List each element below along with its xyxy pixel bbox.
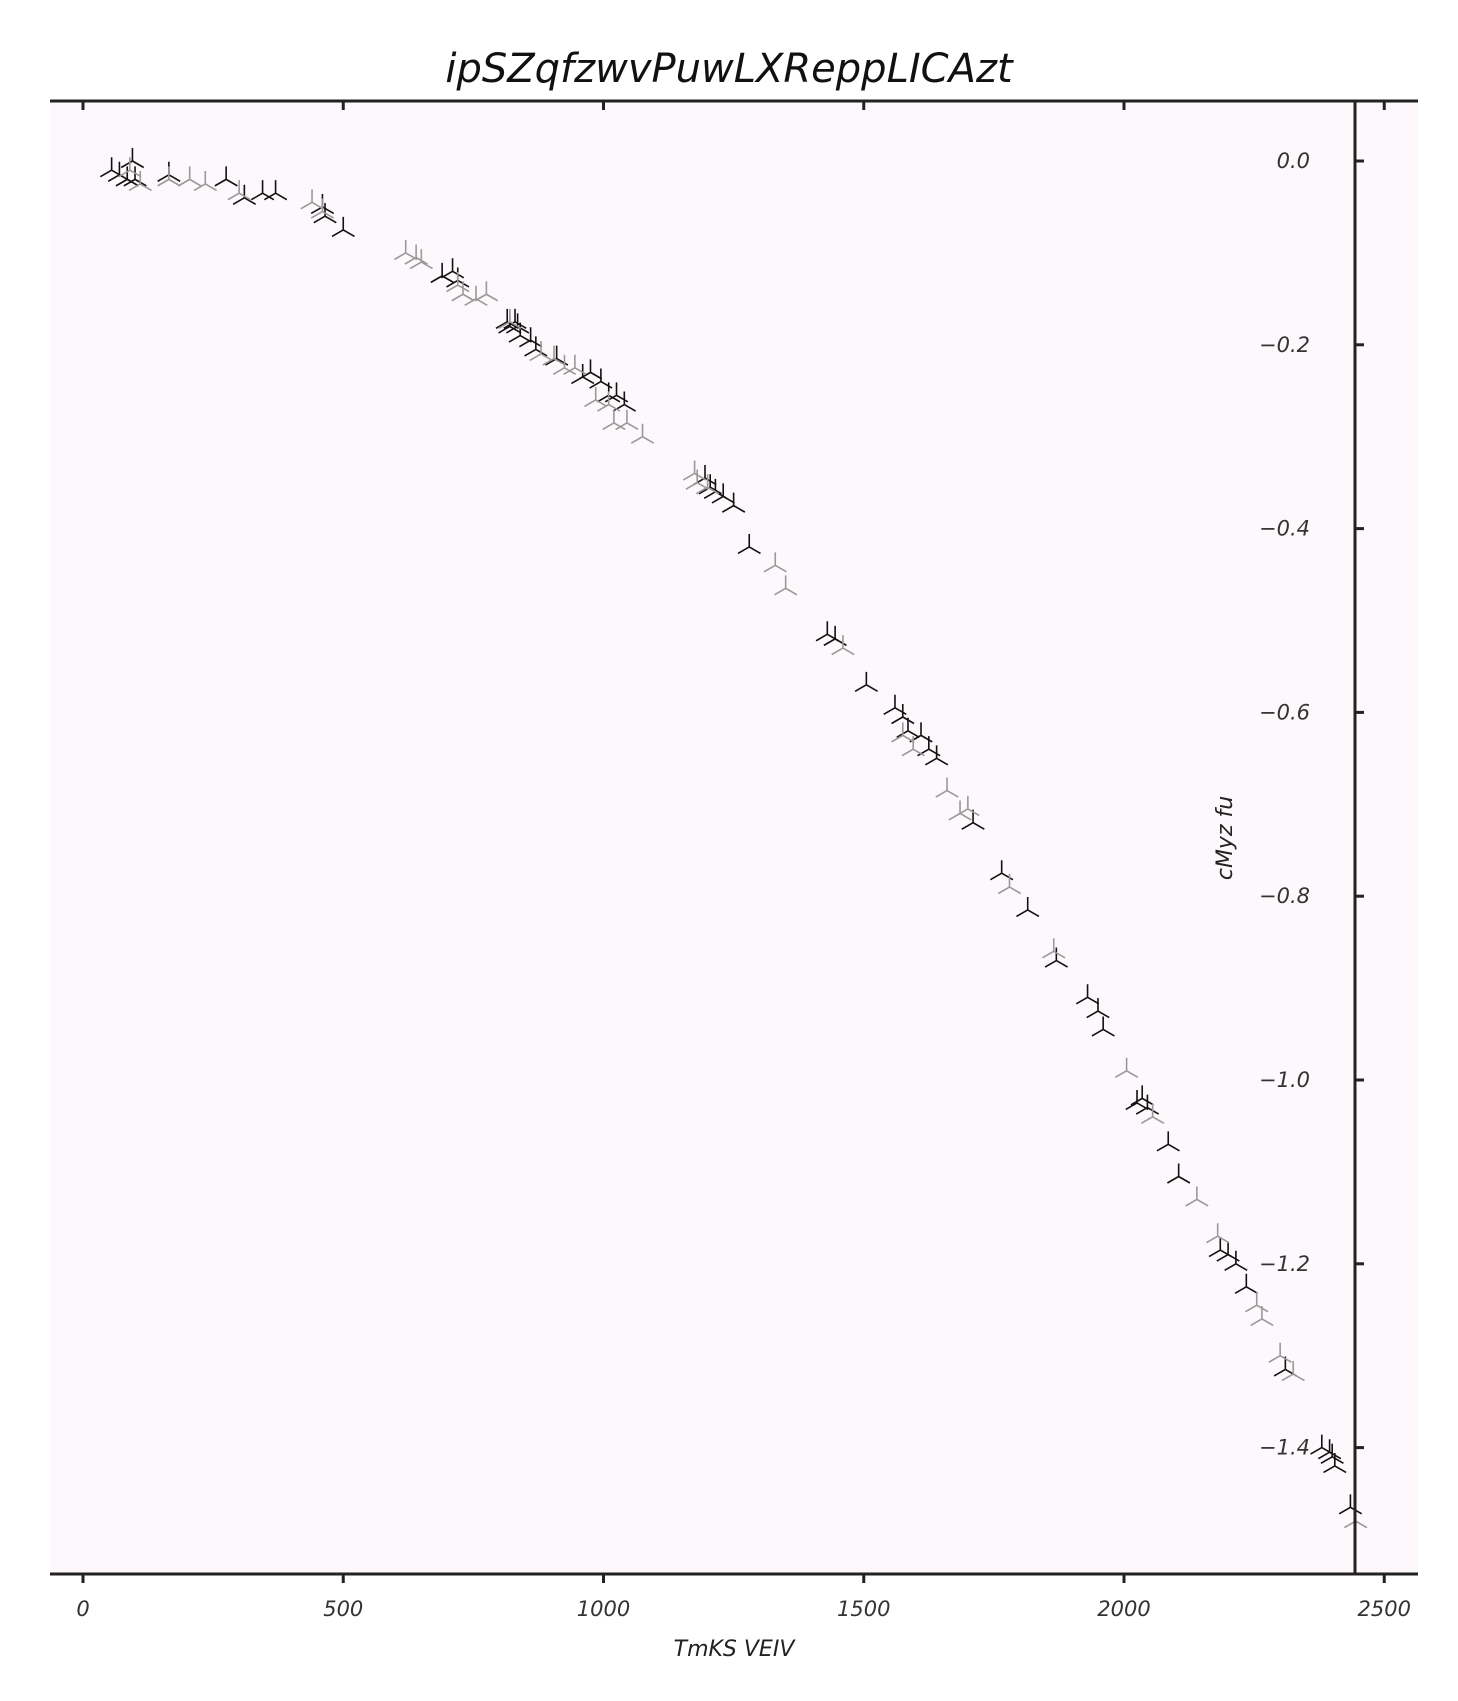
x-tick-label: 1500 [837,1597,890,1621]
data-point [1281,1361,1305,1382]
x-tick-label: 2000 [1097,1597,1150,1621]
data-point [300,189,324,210]
data-point [1216,1241,1240,1262]
data-point [763,552,787,573]
data-point [1091,1016,1115,1037]
data-point [1185,1186,1209,1207]
data-point [823,625,847,647]
x-tick-label: 0 [76,1597,89,1621]
x-tick-label: 500 [323,1597,363,1621]
y-tick-label: −0.8 [1259,884,1310,908]
y-tick-label: −1.2 [1259,1252,1310,1276]
data-point [1140,1103,1165,1124]
data-point [578,359,603,380]
data-point [115,166,139,187]
chart-title: ipSZqfzwvPuwLXReppLICAzt [445,46,1014,92]
data-point [1042,938,1066,959]
data-point [128,170,152,192]
data-point [1234,1273,1258,1294]
x-tick-label: 1000 [577,1597,630,1621]
data-point [529,340,553,362]
data-point [193,170,217,192]
y-tick-label: −1.0 [1259,1068,1310,1092]
data-point [935,777,959,798]
data-point [1323,1452,1347,1474]
y-tick-label: −0.2 [1259,333,1310,357]
data-point [542,345,566,366]
data-point [630,423,655,444]
data-point [451,281,475,302]
data-point [313,203,337,224]
y-tick-label: −0.6 [1259,700,1310,724]
data-point [1250,1305,1274,1327]
data-point [615,409,639,431]
data-point [563,354,587,375]
data-point [721,492,746,513]
x-axis-ticks: 0 500 1000 1500 2000 2500 [76,101,1411,1621]
data-point [214,166,238,187]
data-point [737,533,761,555]
y-axis-label: cMyz fu [1213,796,1238,880]
data-marks [99,148,1368,1529]
data-point [1016,896,1040,918]
data-point [1268,1342,1292,1363]
y-tick-label: 0.0 [1277,149,1310,173]
data-point [711,483,735,504]
data-point [602,409,626,431]
data-point [331,216,355,238]
data-point [310,198,335,219]
x-axis-label: TmKS VEIV [674,1637,797,1662]
plot-background [50,101,1418,1574]
data-point [118,157,142,178]
x-tick-label: 2500 [1358,1597,1411,1621]
data-point [584,386,608,408]
data-point [891,722,915,743]
data-point [1206,1223,1230,1244]
data-point [774,575,798,596]
data-point [990,860,1014,881]
data-point [917,736,941,757]
data-point [883,694,907,715]
data-point [474,281,499,302]
data-point [604,382,629,403]
data-point [597,391,621,412]
data-point [831,635,855,656]
data-point [1156,1131,1180,1152]
y-tick-label: −0.4 [1259,517,1310,541]
data-point [498,308,522,330]
data-point [250,180,275,201]
data-point [1086,998,1110,1019]
data-point [1224,1250,1248,1271]
data-point [924,745,949,766]
data-point [854,671,879,693]
data-point [956,795,980,817]
data-point [1166,1163,1191,1184]
data-point [227,180,251,201]
data-point [589,368,613,389]
data-point [263,180,288,201]
data-point [695,474,720,495]
data-point [1075,984,1100,1005]
data-point [901,736,925,757]
data-point [612,391,636,412]
data-point [157,166,181,187]
y-tick-label: −1.4 [1259,1436,1310,1460]
data-point [409,249,433,270]
data-point [178,166,202,187]
y-axis-ticks: 0.0 −0.2 −0.4 −0.6 −0.8 −1.0 −1.2 −1.4 [1259,149,1364,1460]
data-point [1044,947,1068,968]
data-point [997,874,1022,895]
data-point [1114,1057,1139,1079]
